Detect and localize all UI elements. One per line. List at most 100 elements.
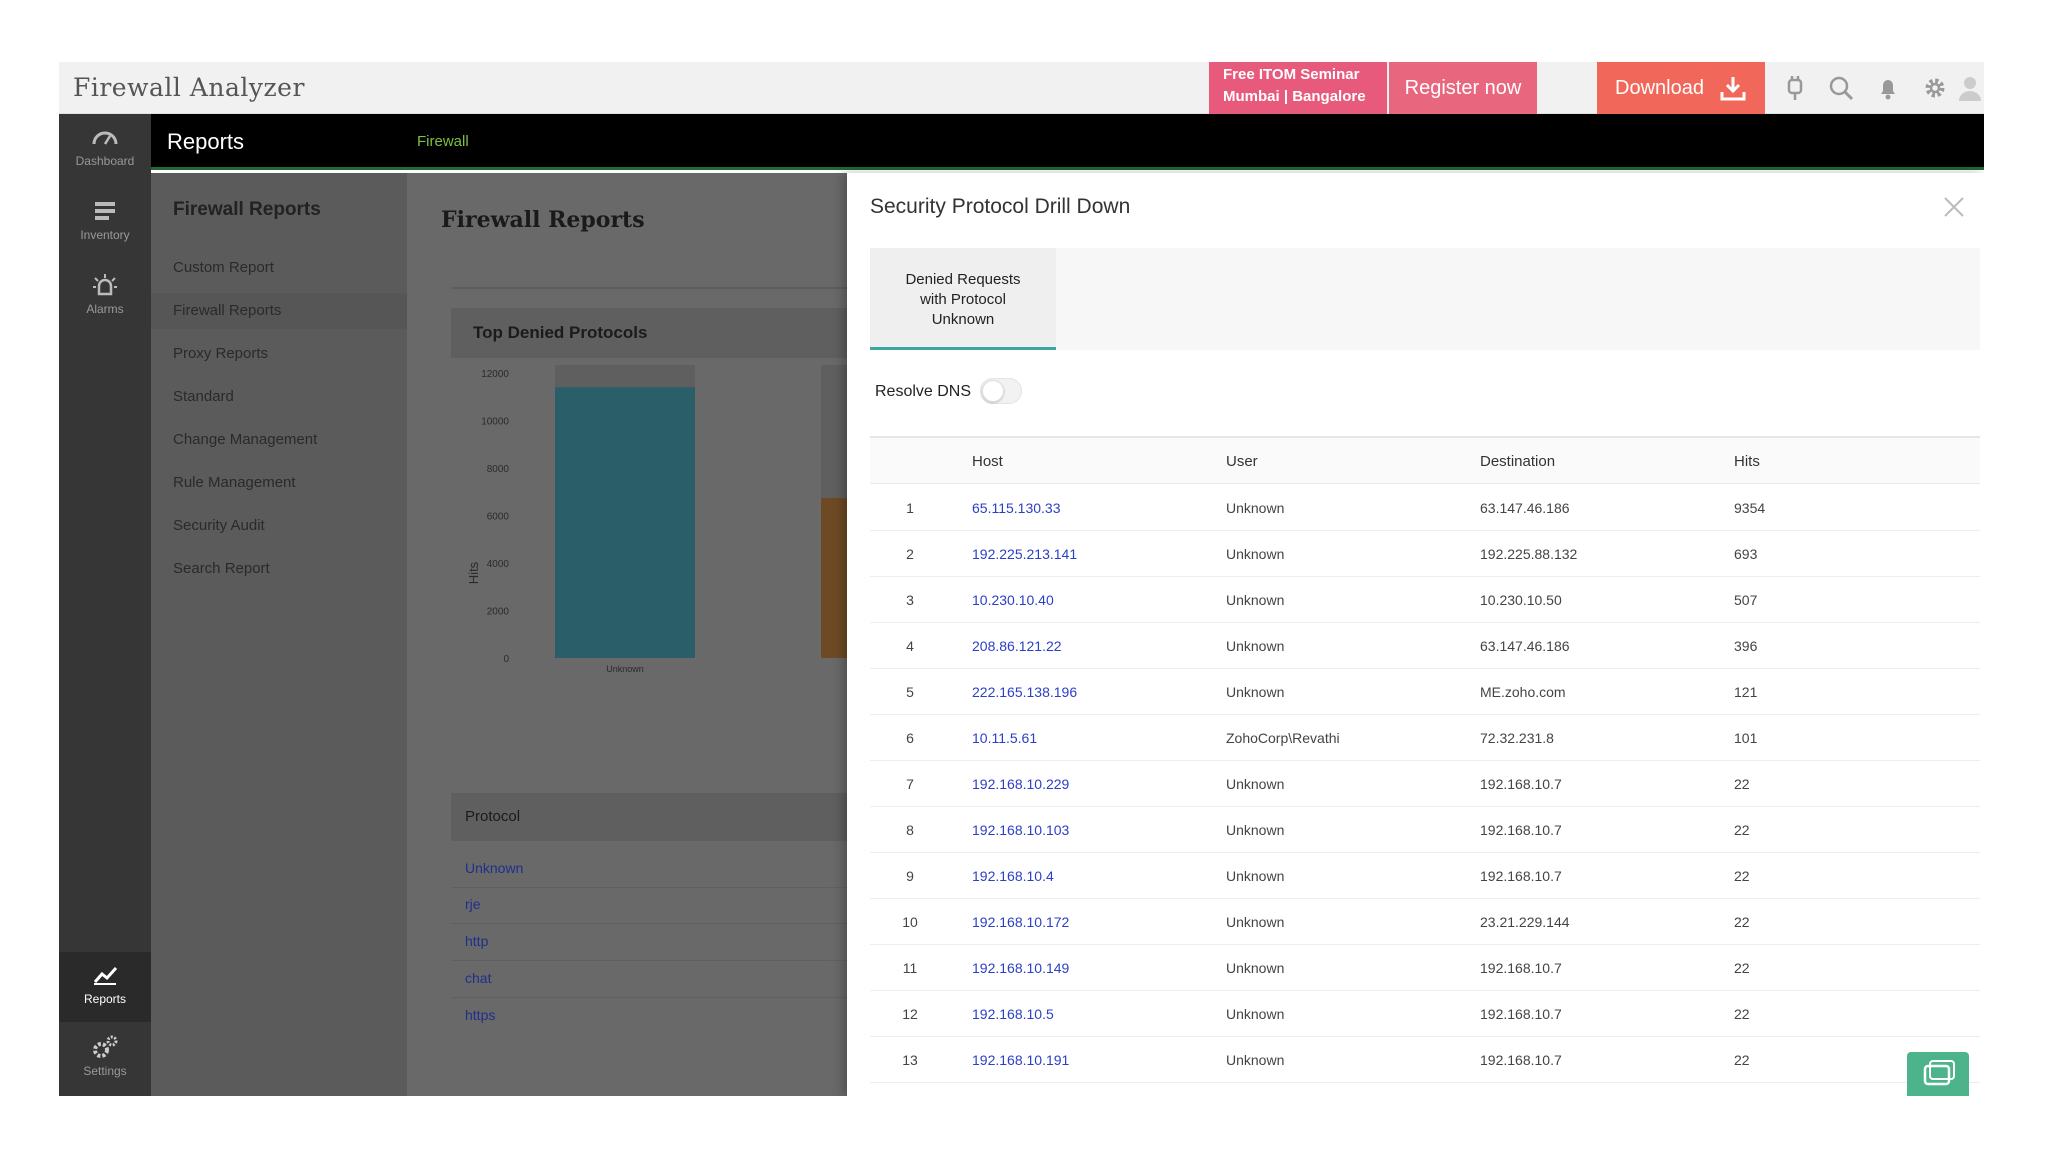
nav-alarms[interactable]: Alarms — [59, 262, 151, 332]
bar-secondary-partial[interactable] — [821, 498, 847, 658]
row-number: 7 — [906, 776, 914, 792]
user-cell: Unknown — [1226, 914, 1285, 930]
resolve-dns-label: Resolve DNS — [875, 383, 972, 400]
y-tick-label: 6000 — [487, 512, 510, 523]
sidebar-item-proxy-reports[interactable]: Proxy Reports — [173, 345, 269, 362]
nav-reports[interactable]: Reports — [59, 952, 151, 1022]
bar-unknown[interactable] — [555, 387, 695, 658]
user-cell: ZohoCorp\Revathi — [1226, 730, 1340, 746]
hits-cell: 22 — [1734, 1006, 1750, 1022]
seminar-line-1: Free ITOM Seminar — [1223, 66, 1360, 83]
tab-strip: Denied Requests with Protocol Unknown — [870, 248, 1980, 350]
hits-cell: 22 — [1734, 822, 1750, 838]
protocol-link-rje[interactable]: rje — [465, 896, 481, 912]
table-row: 9 192.168.10.4 Unknown 192.168.10.7 22 — [870, 853, 1980, 899]
host-link[interactable]: 192.168.10.172 — [972, 914, 1070, 930]
sidebar-title: Firewall Reports — [173, 199, 321, 220]
plug-icon[interactable] — [1781, 74, 1809, 102]
host-link[interactable]: 192.225.213.141 — [972, 546, 1078, 562]
user-avatar-icon[interactable] — [1956, 74, 1984, 102]
seminar-banner[interactable]: Free ITOM Seminar Mumbai | Bangalore — [1209, 62, 1387, 114]
sidebar-item-rule-management[interactable]: Rule Management — [173, 474, 296, 491]
x-tick-label: Unknown — [606, 664, 644, 674]
host-link[interactable]: 192.168.10.149 — [972, 960, 1070, 976]
host-link[interactable]: 192.168.10.191 — [972, 1052, 1070, 1068]
hits-cell: 693 — [1734, 546, 1758, 562]
host-link[interactable]: 65.115.130.33 — [972, 500, 1061, 516]
register-now-button[interactable]: Register now — [1389, 62, 1537, 114]
sidebar-item-standard[interactable]: Standard — [173, 388, 234, 405]
user-cell: Unknown — [1226, 1052, 1285, 1068]
user-cell: Unknown — [1226, 776, 1285, 792]
row-number: 4 — [906, 638, 914, 654]
table-row: 8 192.168.10.103 Unknown 192.168.10.7 22 — [870, 807, 1980, 853]
host-link[interactable]: 192.168.10.103 — [972, 822, 1070, 838]
destination-cell: 63.147.46.186 — [1480, 500, 1570, 516]
search-icon[interactable] — [1827, 74, 1855, 102]
tab-label-line-2: with Protocol — [920, 291, 1006, 308]
user-cell: Unknown — [1226, 592, 1285, 608]
column-header-hits[interactable]: Hits — [1734, 453, 1760, 470]
host-link[interactable]: 208.86.121.22 — [972, 638, 1062, 654]
user-cell: Unknown — [1226, 500, 1285, 516]
destination-cell: 192.168.10.7 — [1480, 1052, 1562, 1068]
row-number: 11 — [902, 960, 918, 976]
table-row: 1 65.115.130.33 Unknown 63.147.46.186 9354 — [870, 485, 1980, 531]
breadcrumb[interactable]: Firewall — [417, 133, 469, 150]
resolve-dns-toggle[interactable] — [980, 378, 1022, 404]
row-number: 9 — [906, 868, 914, 884]
table-row: 10 192.168.10.172 Unknown 23.21.229.144 22 — [870, 899, 1980, 945]
gear-icon[interactable] — [1921, 74, 1949, 102]
protocol-link-chat[interactable]: chat — [465, 970, 492, 986]
hits-cell: 22 — [1734, 960, 1750, 976]
protocol-link-http[interactable]: http — [465, 933, 489, 949]
sidebar-item-search-report[interactable]: Search Report — [173, 560, 270, 577]
hits-cell: 22 — [1734, 776, 1750, 792]
tab-label-line-1: Denied Requests — [905, 271, 1021, 288]
y-tick-label: 2000 — [487, 607, 510, 618]
sidebar-item-custom-report[interactable]: Custom Report — [173, 259, 274, 276]
host-link[interactable]: 192.168.10.229 — [972, 776, 1070, 792]
row-divider — [451, 923, 847, 924]
drill-down-drawer: Security Protocol Drill Down Denied Requ… — [847, 173, 1984, 1096]
nav-inventory[interactable]: Inventory — [59, 188, 151, 258]
host-link[interactable]: 10.230.10.40 — [972, 592, 1054, 608]
download-button[interactable]: Download — [1597, 62, 1765, 114]
destination-cell: ME.zoho.com — [1480, 684, 1566, 700]
table-row: 7 192.168.10.229 Unknown 192.168.10.7 22 — [870, 761, 1980, 807]
nav-dashboard[interactable]: Dashboard — [59, 114, 151, 184]
bell-icon[interactable] — [1874, 74, 1902, 102]
row-number: 1 — [906, 500, 914, 516]
table-row: 2 192.225.213.141 Unknown 192.225.88.132 693 — [870, 531, 1980, 577]
column-header-host[interactable]: Host — [972, 453, 1003, 470]
toggle-knob — [982, 380, 1004, 402]
y-tick-label: 8000 — [487, 464, 510, 475]
seminar-line-2: Mumbai | Bangalore — [1223, 88, 1366, 105]
host-link[interactable]: 192.168.10.4 — [972, 868, 1054, 884]
host-link[interactable]: 222.165.138.196 — [972, 684, 1078, 700]
row-number: 2 — [906, 546, 914, 562]
nav-settings-label: Settings — [83, 1064, 127, 1078]
sidebar-item-security-audit[interactable]: Security Audit — [173, 517, 265, 534]
row-number: 13 — [902, 1052, 918, 1068]
nav-settings[interactable]: Settings — [59, 1024, 151, 1094]
protocol-link-unknown[interactable]: Unknown — [465, 860, 524, 876]
protocol-table-header: Protocol — [451, 793, 847, 841]
sidebar-item-change-management[interactable]: Change Management — [173, 431, 318, 448]
host-link[interactable]: 192.168.10.5 — [972, 1006, 1054, 1022]
sidebar-item-firewall-reports[interactable]: Firewall Reports — [151, 293, 407, 329]
column-header-user[interactable]: User — [1226, 453, 1258, 470]
drawer-title: Security Protocol Drill Down — [870, 195, 1131, 218]
protocol-link-https[interactable]: https — [465, 1007, 496, 1023]
destination-cell: 192.168.10.7 — [1480, 868, 1562, 884]
close-icon[interactable] — [1942, 195, 1966, 219]
column-header-destination[interactable]: Destination — [1480, 453, 1556, 470]
y-tick-label: 4000 — [487, 559, 510, 570]
y-tick-label: 0 — [503, 654, 509, 665]
tab-denied-requests-unknown[interactable]: Denied Requests with Protocol Unknown — [870, 248, 1056, 350]
hits-cell: 22 — [1734, 1052, 1750, 1068]
host-link[interactable]: 10.11.5.61 — [972, 730, 1038, 746]
chat-button[interactable] — [1907, 1052, 1969, 1096]
hits-cell: 396 — [1734, 638, 1758, 654]
user-cell: Unknown — [1226, 638, 1285, 654]
